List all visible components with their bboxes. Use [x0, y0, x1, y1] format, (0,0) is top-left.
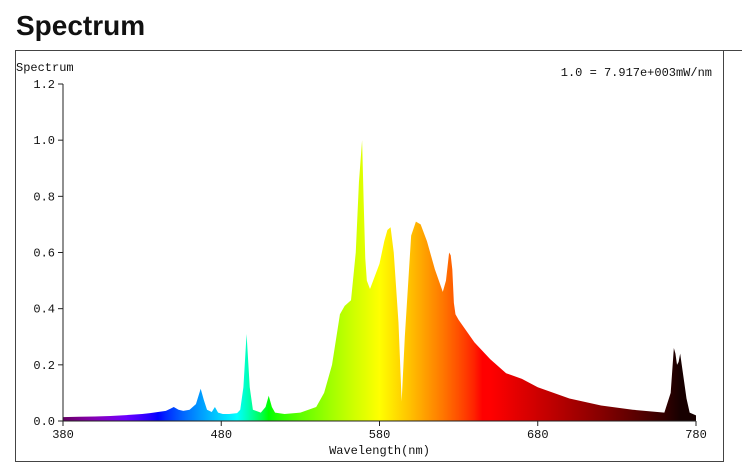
y-tick-label: 0.2	[33, 359, 55, 373]
x-tick-label: 380	[52, 428, 74, 442]
x-tick-label: 580	[369, 428, 391, 442]
y-tick-label: 0.0	[33, 415, 55, 429]
x-tick-label: 480	[210, 428, 232, 442]
y-tick-label: 1.0	[33, 134, 55, 148]
y-axis-ticks: 0.0 0.2 0.4 0.6 0.8 1.0 1.2	[33, 78, 63, 429]
frame-right-edge	[724, 50, 742, 51]
x-tick-label: 780	[685, 428, 707, 442]
spectrum-area	[63, 140, 696, 422]
page-heading: Spectrum	[16, 10, 146, 41]
y-tick-label: 0.4	[33, 303, 55, 317]
chart-frame: Spectrum 1.0 = 7.917e+003mW/nm 0.0 0.2 0.4…	[15, 50, 724, 462]
x-tick-label: 680	[527, 428, 549, 442]
y-axis-label: Spectrum	[16, 61, 74, 75]
y-tick-label: 0.6	[33, 247, 55, 261]
x-axis-ticks: 380 480 580 680 780	[52, 421, 707, 442]
spectrum-chart: Spectrum 1.0 = 7.917e+003mW/nm 0.0 0.2 0.4…	[16, 61, 712, 458]
x-axis-label: Wavelength(nm)	[329, 444, 430, 458]
y-tick-label: 1.2	[33, 78, 55, 92]
y-tick-label: 0.8	[33, 190, 55, 204]
scale-annotation: 1.0 = 7.917e+003mW/nm	[561, 66, 712, 80]
